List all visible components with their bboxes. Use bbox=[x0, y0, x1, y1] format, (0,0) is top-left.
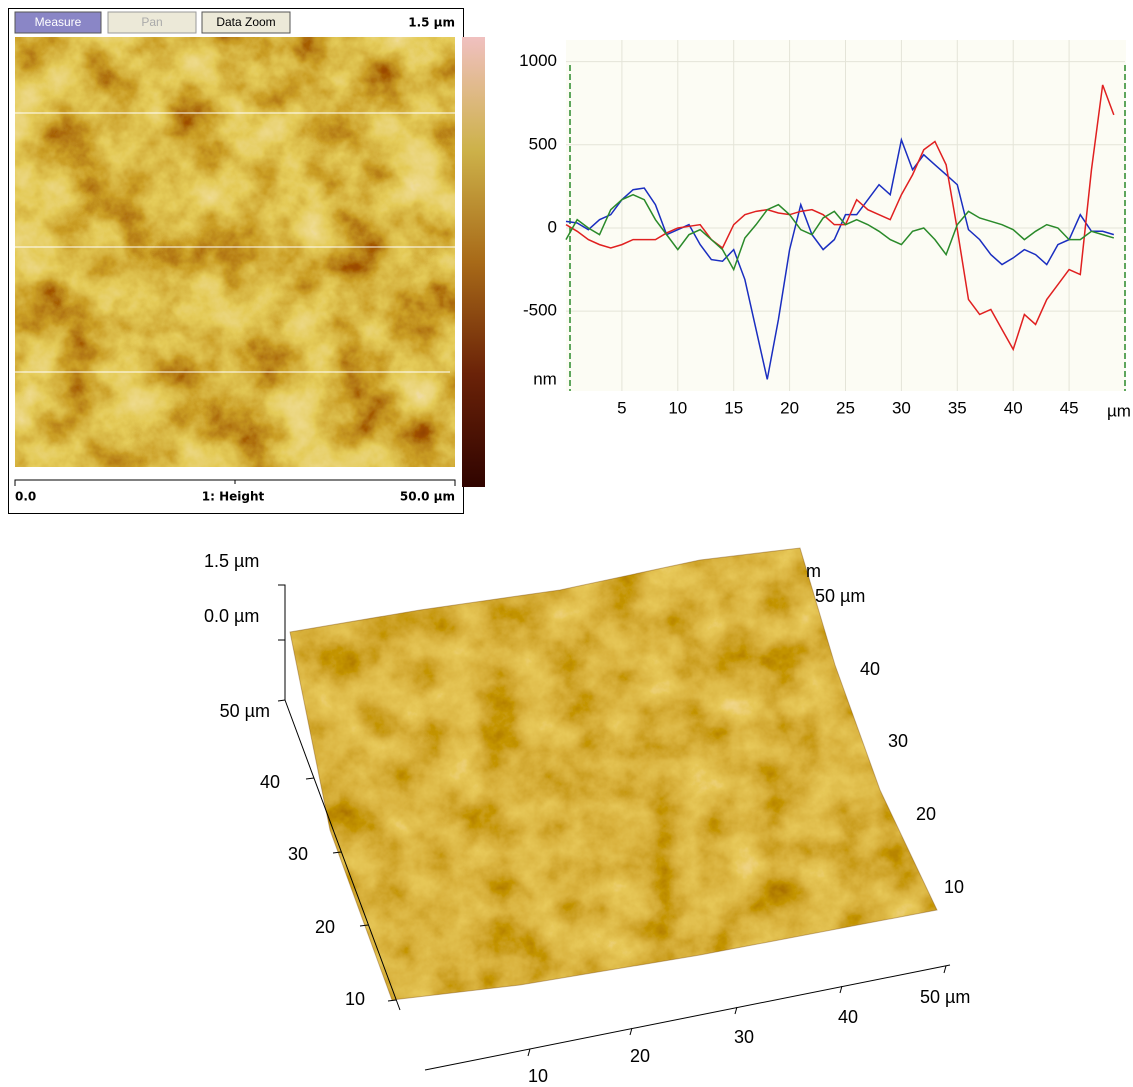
surface-3d: 1.5 µm 0.0 µm 50 µm 40 30 20 10 m 50 µm … bbox=[204, 547, 970, 1086]
scale-axis bbox=[14, 479, 456, 486]
height-image-panel: Measure Pan Data Zoom 1.5 µm 0.0 1: Heig… bbox=[8, 8, 485, 514]
profile-line bbox=[565, 84, 1115, 352]
x-tick-label: 25 bbox=[836, 398, 855, 417]
y-tick-label: -500 bbox=[523, 301, 557, 320]
left-axis bbox=[277, 699, 401, 1011]
height-map bbox=[15, 37, 455, 467]
right-label: 30 bbox=[888, 731, 908, 751]
measure-button[interactable] bbox=[14, 11, 102, 34]
bottom-axis bbox=[424, 964, 951, 1071]
x-axis-label: µm bbox=[1107, 401, 1131, 420]
left-label: 10 bbox=[345, 989, 365, 1009]
x-tick-label: 10 bbox=[668, 398, 687, 417]
x-tick-label: 40 bbox=[1004, 398, 1023, 417]
z-label: 0.0 µm bbox=[204, 606, 259, 626]
x-tick-label: 15 bbox=[724, 398, 743, 417]
x-tick-label: 35 bbox=[948, 398, 967, 417]
x-tick-label: 5 bbox=[617, 398, 626, 417]
right-label: 20 bbox=[916, 804, 936, 824]
channel-label: 1: Height bbox=[202, 490, 265, 504]
right-label: 40 bbox=[860, 659, 880, 679]
profile-chart: 5 10 15 20 25 30 35 40 45 -500 0 500 1000 nm µm bbox=[519, 40, 1131, 420]
y-tick-label: 1000 bbox=[519, 51, 557, 70]
x-start: 0.0 bbox=[15, 490, 36, 504]
button-label[interactable]: Data Zoom bbox=[216, 15, 275, 29]
y-axis-label: nm bbox=[533, 369, 557, 388]
z-label: 1.5 µm bbox=[204, 551, 259, 571]
right-label: 10 bbox=[944, 877, 964, 897]
data-zoom-button[interactable] bbox=[201, 11, 291, 34]
bottom-label: 30 bbox=[734, 1027, 754, 1047]
profile-line bbox=[565, 137, 1115, 380]
bottom-label: 20 bbox=[630, 1046, 650, 1066]
y-tick-label: 500 bbox=[529, 134, 557, 153]
pan-button[interactable] bbox=[107, 11, 197, 34]
x-tick-label: 30 bbox=[892, 398, 911, 417]
left-label: 50 µm bbox=[220, 701, 270, 721]
right-label: 50 µm bbox=[815, 586, 865, 606]
left-label: 30 bbox=[288, 844, 308, 864]
scale-max: 1.5 µm bbox=[408, 16, 455, 30]
bottom-label: 10 bbox=[528, 1066, 548, 1086]
right-label: m bbox=[806, 561, 821, 581]
x-tick-label: 45 bbox=[1060, 398, 1079, 417]
x-tick-label: 20 bbox=[780, 398, 799, 417]
y-tick-label: 0 bbox=[548, 217, 557, 236]
z-axis bbox=[278, 584, 286, 700]
profile-line bbox=[565, 193, 1115, 272]
bottom-label: 50 µm bbox=[920, 987, 970, 1007]
left-label: 20 bbox=[315, 917, 335, 937]
button-label[interactable]: Pan bbox=[141, 15, 162, 29]
button-label[interactable]: Measure bbox=[35, 15, 82, 29]
bottom-label: 40 bbox=[838, 1007, 858, 1027]
surface bbox=[290, 548, 937, 1000]
x-end: 50.0 µm bbox=[400, 490, 455, 504]
left-label: 40 bbox=[260, 772, 280, 792]
color-bar bbox=[462, 37, 485, 487]
